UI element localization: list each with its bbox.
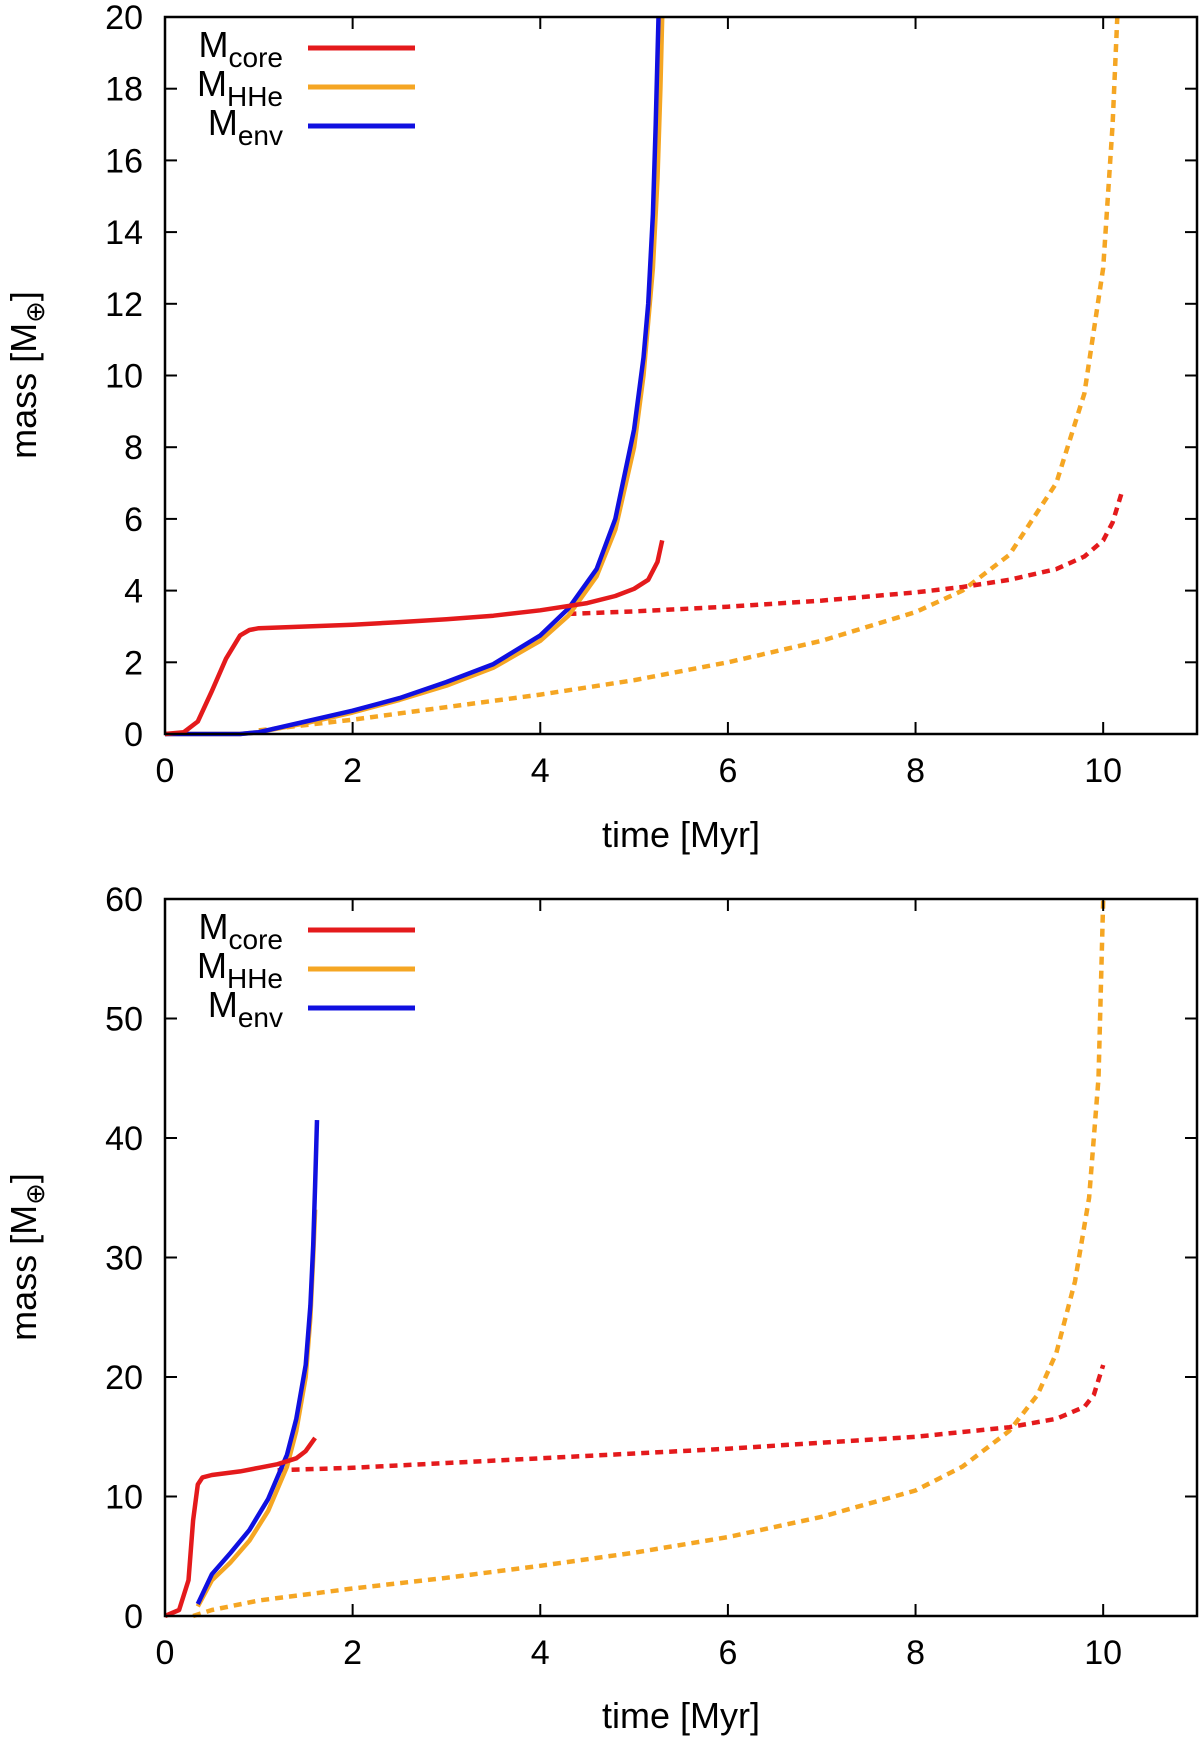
bottom-plot-lines [164, 898, 1106, 1619]
bottom-x-tick-label: 2 [343, 1634, 362, 1672]
bottom-y-tick-label: 30 [105, 1240, 143, 1278]
bottom-legend-label-base: M [208, 984, 238, 1025]
bottom-x-tick-label: 6 [718, 1634, 737, 1672]
top-y-tick-label: 18 [105, 71, 143, 109]
bottom-series-m-core [164, 1436, 317, 1619]
top-y-tick-label: 8 [124, 429, 143, 467]
top-y-tick-label: 20 [105, 0, 143, 37]
top-y-tick-label: 2 [124, 644, 143, 682]
bottom-legend-label: Mcore [199, 906, 283, 955]
top-y-tick-label: 6 [124, 501, 143, 539]
bottom-ticks: 0 2 4 6 8 10 0 10 20 30 40 50 60 [105, 881, 1197, 1672]
bottom-legend-label-base: M [199, 906, 229, 947]
top-y-axis-title-symbol: ⊕ [20, 301, 50, 323]
top-x-tick-label: 4 [531, 752, 550, 790]
bottom-y-tick-label: 60 [105, 881, 143, 919]
bottom-legend-label-sub: HHe [227, 963, 283, 994]
bottom-y-axis-title: mass [M⊕] [3, 1173, 50, 1341]
top-legend-label: Menv [208, 102, 283, 151]
top-legend-label-base: M [197, 63, 227, 104]
top-ticks: 0 2 4 6 8 10 0 2 4 6 8 10 12 14 16 18 20 [105, 0, 1197, 790]
bottom-panel: 0 2 4 6 8 10 0 10 20 30 40 50 60 time [Myr] mass [M⊕… [3, 881, 1199, 1736]
top-y-tick-label: 10 [105, 358, 143, 396]
top-x-axis-title: time [Myr] [602, 814, 760, 855]
bottom-series-m-hhe-dashed [192, 898, 1106, 1619]
top-x-tick-label: 8 [906, 752, 925, 790]
top-y-axis-title: mass [M⊕] [3, 291, 50, 459]
top-legend-label-sub: core [229, 42, 283, 73]
bottom-y-tick-label: 10 [105, 1479, 143, 1517]
top-panel: 0 2 4 6 8 10 0 2 4 6 8 10 12 14 16 18 20 time [Myr] mass… [3, 0, 1199, 855]
bottom-x-tick-label: 10 [1084, 1634, 1122, 1672]
top-x-tick-label: 2 [343, 752, 362, 790]
bottom-y-axis-title-main: mass [M [3, 1205, 44, 1341]
bottom-legend-label: Menv [208, 984, 283, 1033]
top-x-tick-label: 0 [156, 752, 175, 790]
top-legend-label-sub: env [238, 120, 283, 151]
top-y-tick-label: 16 [105, 142, 143, 180]
top-series-m-hhe-dashed [258, 16, 1120, 733]
bottom-y-tick-label: 0 [124, 1598, 143, 1636]
top-plot-lines [164, 16, 1125, 737]
bottom-series-m-core-dashed [277, 1364, 1106, 1473]
top-legend-label: Mcore [199, 24, 283, 73]
bottom-y-axis-title-symbol: ⊕ [20, 1183, 50, 1205]
bottom-y-tick-label: 20 [105, 1359, 143, 1397]
top-legend-label-base: M [199, 24, 229, 65]
top-x-tick-label: 10 [1084, 752, 1122, 790]
top-series-m-core [164, 539, 665, 737]
top-y-axis-title-main: mass [M [3, 323, 44, 459]
top-y-tick-label: 12 [105, 286, 143, 324]
bottom-x-tick-label: 0 [156, 1634, 175, 1672]
top-y-tick-label: 14 [105, 214, 143, 252]
top-legend-label-base: M [208, 102, 238, 143]
top-legend-label-sub: HHe [227, 81, 283, 112]
top-series-m-env [165, 16, 661, 737]
top-legend-label: MHHe [197, 63, 283, 112]
bottom-x-axis-title: time [Myr] [602, 1695, 760, 1736]
top-y-tick-label: 0 [124, 716, 143, 754]
bottom-legend-label-sub: core [229, 924, 283, 955]
bottom-series-m-env [195, 1120, 320, 1605]
bottom-y-tick-label: 40 [105, 1120, 143, 1158]
bottom-x-tick-label: 4 [531, 1634, 550, 1672]
bottom-x-tick-label: 8 [906, 1634, 925, 1672]
bottom-y-axis-title-close: ] [3, 1173, 44, 1183]
bottom-legend-label-sub: env [238, 1002, 283, 1033]
bottom-y-tick-label: 50 [105, 1001, 143, 1039]
bottom-legend-label: MHHe [197, 945, 283, 994]
bottom-legend-label-base: M [197, 945, 227, 986]
top-y-tick-label: 4 [124, 573, 143, 611]
top-series-m-core-dashed [568, 491, 1125, 617]
top-y-axis-title-close: ] [3, 291, 44, 301]
top-x-tick-label: 6 [718, 752, 737, 790]
